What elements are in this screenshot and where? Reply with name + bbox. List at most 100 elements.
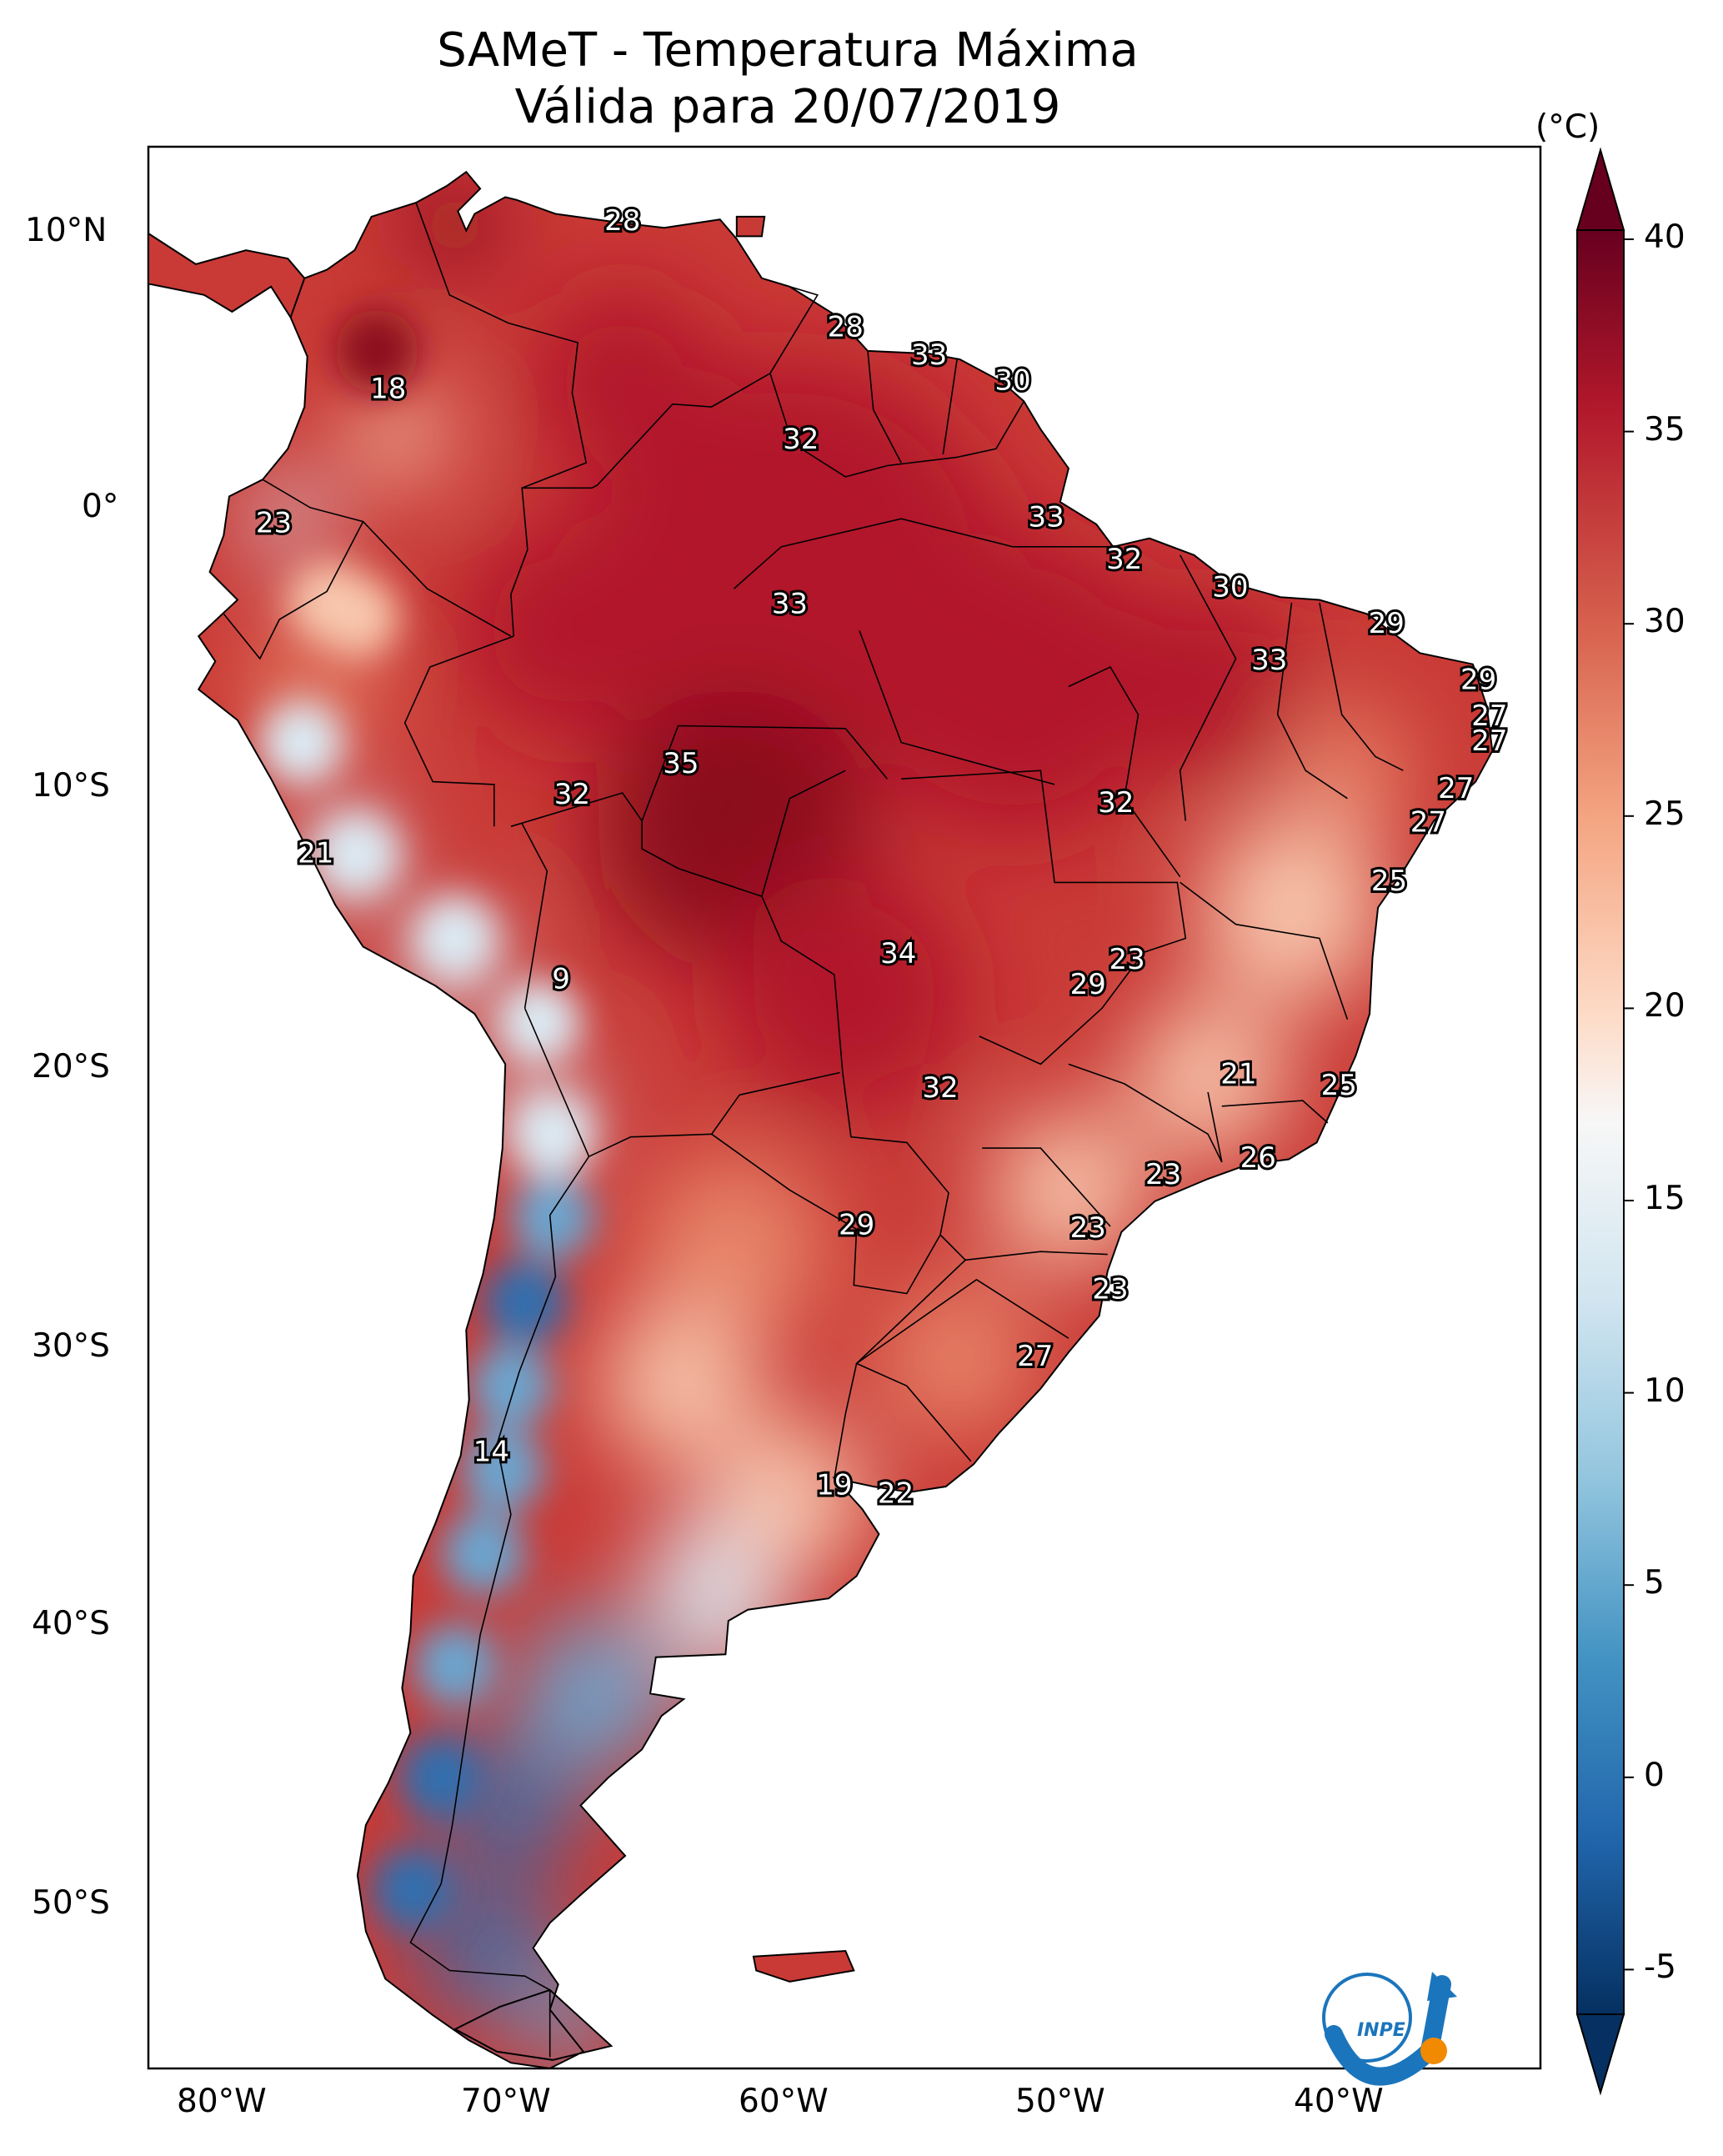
lat-label: 50°S [32, 1884, 110, 1922]
andes-temperature [413, 1623, 498, 1707]
colorbar-top-extend [1575, 147, 1625, 231]
andes-temperature [497, 980, 581, 1065]
border-line [510, 792, 972, 1462]
colorbar-tick-label: 20 [1644, 987, 1685, 1025]
station-value-label: 33 [911, 338, 947, 372]
colorbar-bottom-extend [1575, 2013, 1625, 2096]
inpe-logo-text: INPE [1357, 2020, 1405, 2041]
station-value-label: 9 [552, 962, 570, 995]
station-value-label: 19 [816, 1469, 852, 1502]
border-line [982, 1147, 1111, 1227]
temperature-region [991, 1113, 1145, 1267]
border-line [223, 521, 364, 660]
station-value-label: 22 [878, 1477, 914, 1511]
station-value-label: 27 [1017, 1340, 1053, 1373]
station-value-label: 18 [370, 372, 406, 405]
colorbar-tick-label: 5 [1644, 1564, 1665, 1602]
border-line [1221, 1100, 1329, 1124]
border-line [1068, 1063, 1223, 1163]
border-line [403, 635, 514, 827]
border-line [409, 1156, 590, 2058]
temperature-region [530, 287, 715, 471]
station-value-label: 23 [1070, 1211, 1106, 1245]
station-value-label: 28 [828, 311, 864, 344]
lat-label: 10°S [32, 767, 110, 805]
border-line [641, 725, 889, 821]
station-value-label: 27 [1471, 725, 1507, 758]
inpe-logo: INPE [1322, 1972, 1457, 2086]
andes-temperature [315, 574, 400, 659]
station-value-label: 14 [473, 1435, 509, 1468]
temperature-region [859, 533, 1166, 840]
station-value-label: 33 [1028, 501, 1064, 534]
temperature-region [880, 1281, 1034, 1435]
andes-temperature [483, 1260, 567, 1344]
border-line [1276, 602, 1348, 800]
station-value-label: 28 [604, 204, 640, 238]
border-line [867, 350, 902, 464]
temperature-region [723, 871, 969, 1117]
station-value-label: 29 [1070, 968, 1106, 1001]
border-line [711, 1133, 941, 1295]
station-value-label: 32 [783, 423, 819, 456]
station-value-label: 23 [256, 506, 292, 539]
border-line [859, 630, 1055, 785]
temperature-region [1131, 1001, 1285, 1156]
figure-subtitle: Válida para 20/07/2019 [514, 80, 1061, 134]
station-value-label: 27 [1438, 772, 1474, 805]
lon-label: 40°W [1294, 2083, 1384, 2120]
border-line [521, 823, 548, 1009]
andes-temperature [399, 1735, 483, 1820]
andes-temperature [441, 1512, 525, 1596]
temperature-region [421, 1883, 544, 2007]
temperature-region [249, 480, 327, 558]
temperature-region [642, 1154, 826, 1338]
andes-temperature [510, 1176, 595, 1261]
temperature-region [1200, 818, 1384, 1003]
border-line [942, 358, 958, 455]
temperature-region [1115, 594, 1300, 779]
coastline [148, 170, 1494, 2068]
temperature-region [601, 1309, 755, 1463]
station-value-label: 26 [1240, 1141, 1276, 1175]
station-value-label: 32 [1098, 786, 1134, 820]
colorbar [1575, 147, 1634, 2096]
station-value-label: 33 [772, 588, 808, 621]
colorbar-tick-label: 15 [1644, 1180, 1685, 1217]
lon-label: 50°W [1015, 2083, 1105, 2120]
station-value-label: 23 [1109, 943, 1144, 976]
station-value-label: 29 [1369, 607, 1405, 640]
station-value-label: 32 [922, 1071, 958, 1105]
border-line [1319, 602, 1404, 771]
border-line [415, 202, 588, 489]
andes-temperature [468, 1344, 553, 1428]
lon-label: 60°W [739, 2083, 829, 2120]
andes-temperature [315, 812, 400, 896]
station-value-label: 30 [994, 364, 1030, 397]
station-value-label: 23 [1092, 1273, 1128, 1306]
colorbar-tick-label: 0 [1644, 1756, 1665, 1794]
border-line [523, 1007, 840, 1158]
lon-label: 80°W [177, 2083, 267, 2120]
border-line [733, 518, 1110, 589]
colorbar-tick-label: 10 [1644, 1371, 1685, 1410]
station-value-label: 21 [298, 836, 333, 870]
station-value-label: 29 [839, 1209, 874, 1242]
border-line [1068, 665, 1181, 878]
station-value-label: 29 [1460, 663, 1496, 696]
colorbar-tick-label: 30 [1644, 603, 1685, 641]
station-value-label: 30 [1212, 571, 1248, 604]
temperature-region [1285, 709, 1409, 832]
station-value-label: 34 [880, 937, 916, 970]
lat-label: 0° [82, 488, 119, 525]
border-line [761, 770, 846, 897]
station-value-label: 25 [1321, 1069, 1357, 1102]
border-line [1179, 554, 1237, 821]
station-value-label: 27 [1471, 699, 1507, 733]
station-value-label: 23 [1145, 1158, 1181, 1191]
border-line [856, 1278, 1069, 1365]
colorbar-tick-label: 35 [1644, 410, 1685, 449]
station-value-label: 33 [1251, 644, 1287, 677]
andes-temperature [259, 700, 344, 785]
